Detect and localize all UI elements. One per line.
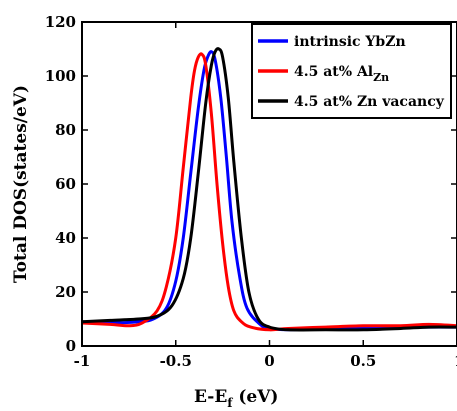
x-axis-label-subscript: f [227,396,233,410]
y-tick-label: 100 [45,67,76,85]
ticks-layer: -1 -0.5 0 0.5 1 0 20 40 60 80 100 120 [45,13,457,370]
y-tick-label: 120 [45,13,76,31]
y-tick-label: 0 [66,337,76,355]
y-tick-label: 20 [55,283,76,301]
series-line-1 [81,52,457,332]
legend-label-al-main: 4.5 at% Al [294,64,373,80]
y-tick-label: 40 [55,229,76,247]
legend: intrinsic YbZn 4.5 at% AlZn 4.5 at% Zn v… [251,23,452,119]
x-axis-label-tail: (eV) [232,387,278,407]
legend-label-al-subscript: Zn [373,71,389,84]
x-axis-label: E-Ef (eV) [194,387,278,410]
legend-label-intrinsic: intrinsic YbZn [294,34,406,50]
legend-label-vacancy: 4.5 at% Zn vacancy [294,94,445,110]
legend-label-al: 4.5 at% AlZn [294,64,389,84]
x-axis-label-main: E-E [194,387,227,407]
x-tick-label: 0 [264,352,274,370]
x-tick-label: -1 [74,352,91,370]
x-tick-label: 1 [454,352,457,370]
y-tick-label: 60 [55,175,76,193]
y-tick-label: 80 [55,121,76,139]
x-tick-label: -0.5 [160,352,192,370]
x-tick-label: 0.5 [350,352,376,370]
y-axis-label: Total DOS(states/eV) [11,85,31,283]
series-layer [81,47,457,332]
series-line-2 [81,47,457,332]
